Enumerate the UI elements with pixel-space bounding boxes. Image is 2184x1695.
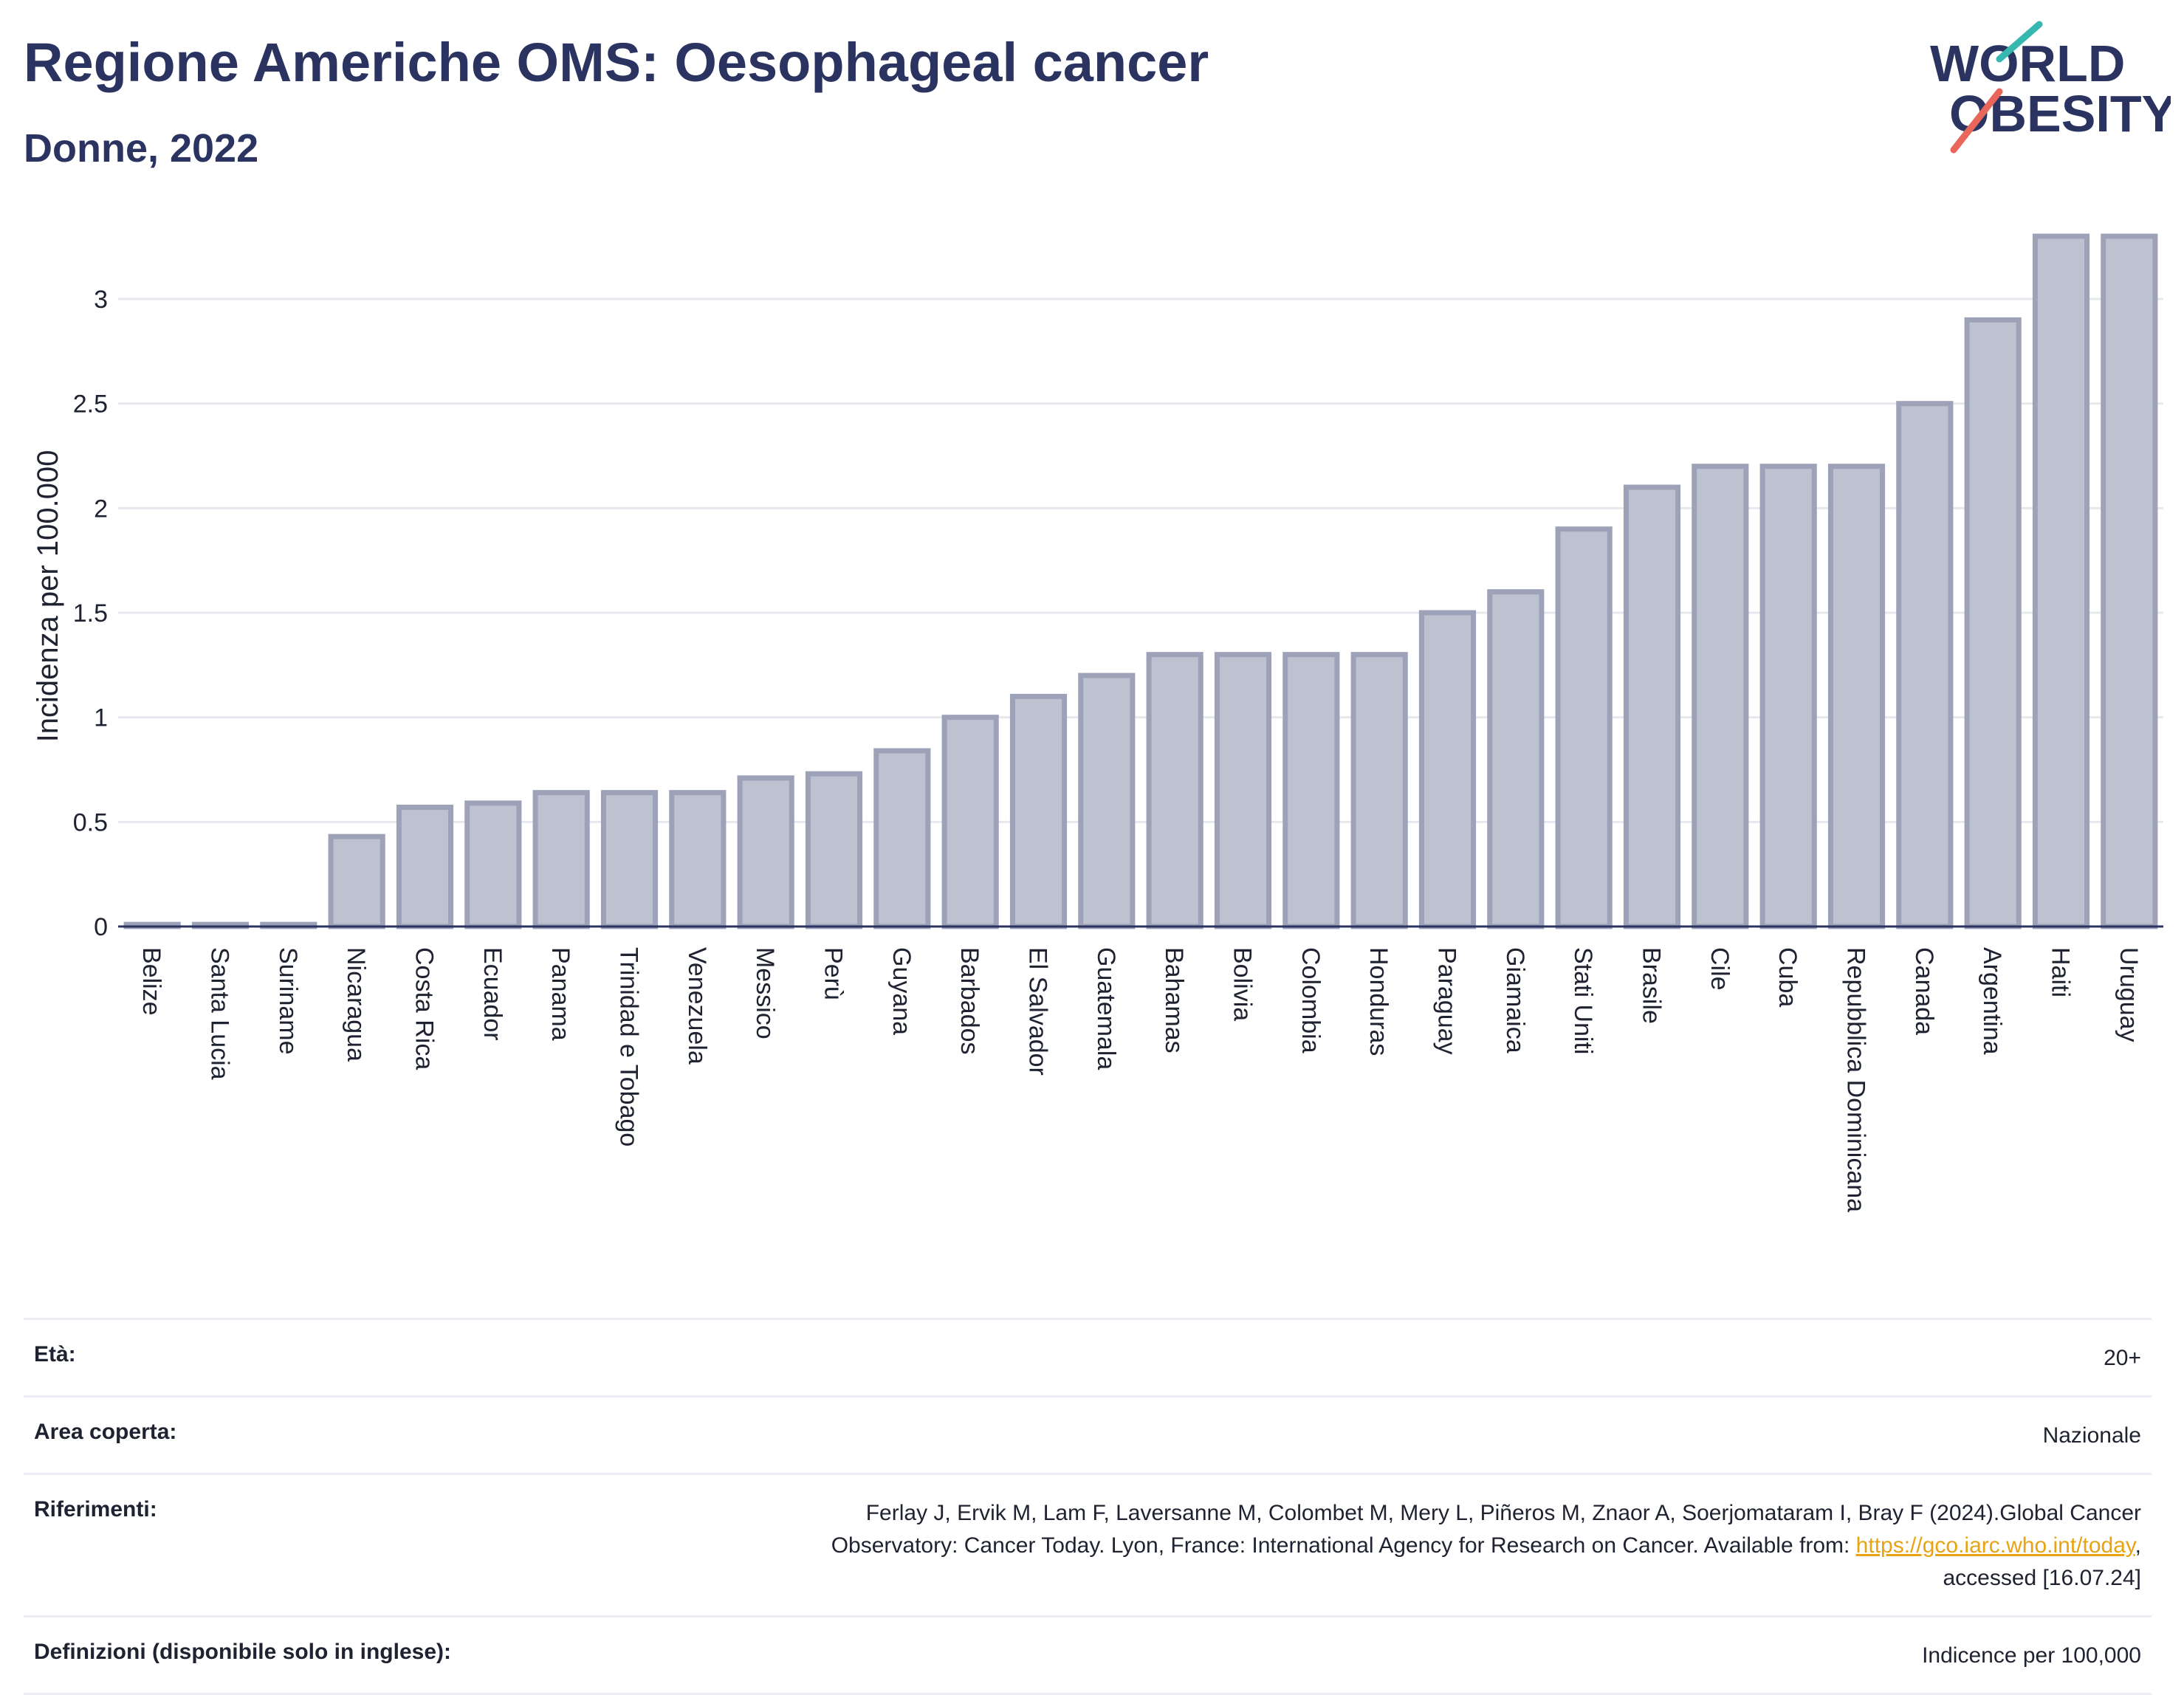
x-tick-label: El Salvador xyxy=(1024,947,1052,1076)
x-tick-label: Belize xyxy=(137,947,165,1016)
bar xyxy=(1078,673,1136,929)
bar xyxy=(532,790,590,929)
info-row-coverage: Area coperta: Nazionale xyxy=(24,1395,2152,1473)
world-obesity-logo: WORLD OBESITY xyxy=(1930,21,2171,154)
x-tick-label: Bolivia xyxy=(1229,947,1257,1021)
info-row-definitions: Definizioni (disponibile solo in inglese… xyxy=(24,1615,2152,1695)
x-tick-label: Costa Rica xyxy=(411,947,439,1070)
x-tick-label: Guyana xyxy=(887,947,916,1035)
grid-lines xyxy=(118,298,2163,823)
age-value: 20+ xyxy=(2104,1346,2141,1370)
bar xyxy=(1282,652,1340,929)
bar xyxy=(464,800,522,929)
x-tick-label: Stati Uniti xyxy=(1569,947,1597,1055)
bar xyxy=(1009,693,1068,929)
x-tick-label: Giamaica xyxy=(1501,947,1529,1053)
x-tick-label: Ecuador xyxy=(478,947,506,1041)
chart-subtitle: Donne, 2022 xyxy=(24,126,259,171)
x-tick-label: Trinidad e Tobago xyxy=(615,947,643,1146)
bar xyxy=(805,771,863,929)
bar xyxy=(1759,464,1817,929)
x-tick-label: Paraguay xyxy=(1433,947,1461,1055)
x-tick-label: Argentina xyxy=(1978,947,2006,1055)
y-tick-label: 0 xyxy=(94,913,108,941)
x-tick-label: Messico xyxy=(751,947,779,1039)
references-text-1: Ferlay J, Ervik M, Lam F, Laversanne M, … xyxy=(865,1501,2141,1525)
x-tick-label: Perù xyxy=(820,947,848,1000)
x-tick-label: Barbados xyxy=(955,947,983,1055)
chart-title: Regione Americhe OMS: Oesophageal cancer xyxy=(24,32,1209,93)
bar xyxy=(1692,464,1749,929)
x-tick-label: Cuba xyxy=(1773,947,1802,1007)
x-tick-label: Brasile xyxy=(1638,947,1666,1024)
bar xyxy=(600,790,659,929)
bar xyxy=(1964,317,2022,929)
bars xyxy=(123,233,2158,929)
x-tick-label: Uruguay xyxy=(2115,947,2143,1042)
definitions-label: Definizioni (disponibile solo in inglese… xyxy=(34,1640,452,1664)
x-tick-label: Repubblica Dominicana xyxy=(1842,947,1870,1212)
bar xyxy=(1350,652,1408,929)
x-tick-label: Suriname xyxy=(274,947,302,1055)
bar xyxy=(2101,233,2158,929)
logo-slash-teal xyxy=(1996,21,2043,63)
bar xyxy=(396,805,454,929)
x-tick-label: Colombia xyxy=(1297,947,1325,1053)
bar xyxy=(2032,233,2090,929)
x-tick-label: Panama xyxy=(546,947,574,1041)
y-tick-label: 2 xyxy=(94,495,108,523)
references-text-4: accessed [16.07.24] xyxy=(1943,1566,2141,1590)
x-tick-label: Nicaragua xyxy=(342,947,370,1062)
bar xyxy=(737,775,794,929)
bar xyxy=(1623,484,1681,929)
y-tick-label: 1.5 xyxy=(73,599,108,628)
x-tick-label: Canada xyxy=(1910,947,1938,1035)
bar xyxy=(1827,464,1886,929)
x-tick-label: Guatemala xyxy=(1092,947,1120,1070)
coverage-label: Area coperta: xyxy=(34,1420,177,1444)
y-tick-label: 2.5 xyxy=(73,391,108,419)
bar xyxy=(1146,652,1203,929)
logo-slash-red xyxy=(1950,88,2003,154)
y-tick-label: 0.5 xyxy=(73,808,108,836)
age-label: Età: xyxy=(34,1342,76,1366)
x-tick-label: Honduras xyxy=(1364,947,1393,1056)
references-label: Riferimenti: xyxy=(34,1497,157,1522)
y-axis-label: Incidenza per 100.000 xyxy=(32,450,64,743)
coverage-value: Nazionale xyxy=(2042,1423,2141,1448)
info-table: Età: 20+ Area coperta: Nazionale Riferim… xyxy=(24,1318,2152,1695)
y-axis-ticks: 0 0.5 1 1.5 2 2.5 3 xyxy=(73,286,108,941)
info-row-age: Età: 20+ xyxy=(24,1318,2152,1395)
x-axis-ticks: Belize Santa Lucia Suriname Nicaragua Costa … xyxy=(137,947,2143,1212)
references-value: Ferlay J, Ervik M, Lam F, Laversanne M, … xyxy=(831,1497,2141,1595)
x-tick-label: Haiti xyxy=(2047,947,2075,997)
x-tick-label: Bahamas xyxy=(1160,947,1188,1053)
x-tick-label: Venezuela xyxy=(683,947,711,1065)
bar xyxy=(1896,401,1954,929)
bar xyxy=(669,790,727,929)
bar xyxy=(1487,589,1545,929)
y-tick-label: 1 xyxy=(94,704,108,732)
references-text-3: , xyxy=(2135,1533,2141,1558)
logo-text-world: WORLD xyxy=(1930,35,2125,92)
references-link[interactable]: https://gco.iarc.who.int/today xyxy=(1855,1533,2135,1558)
references-text-2: Observatory: Cancer Today. Lyon, France:… xyxy=(831,1533,1856,1558)
x-tick-label: Cile xyxy=(1706,947,1734,991)
x-tick-label: Santa Lucia xyxy=(206,947,234,1080)
bar xyxy=(1555,526,1613,929)
bar xyxy=(1418,610,1477,929)
bar-chart: 0 0.5 1 1.5 2 2.5 3 Belize Santa Lucia Suriname N… xyxy=(32,233,2163,1212)
definitions-value: Indicence per 100,000 xyxy=(1922,1643,2141,1668)
bar xyxy=(941,715,999,929)
bar xyxy=(873,748,931,929)
bar xyxy=(1214,652,1272,929)
y-tick-label: 3 xyxy=(94,286,108,314)
bar xyxy=(328,833,385,929)
info-row-references: Riferimenti: Ferlay J, Ervik M, Lam F, L… xyxy=(24,1473,2152,1615)
